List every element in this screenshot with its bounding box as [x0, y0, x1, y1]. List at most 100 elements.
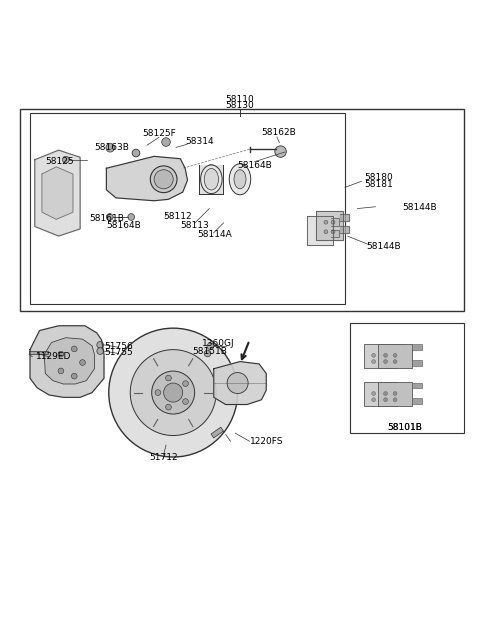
Circle shape	[72, 346, 77, 352]
Text: 58144B: 58144B	[402, 203, 437, 212]
Circle shape	[155, 390, 161, 395]
Text: 58164B: 58164B	[107, 221, 141, 230]
Text: 51756: 51756	[104, 342, 133, 351]
Circle shape	[393, 398, 397, 402]
Ellipse shape	[204, 169, 218, 190]
Circle shape	[62, 157, 69, 163]
Circle shape	[324, 220, 328, 224]
Ellipse shape	[201, 165, 222, 194]
Circle shape	[331, 220, 335, 224]
Bar	[29, 351, 48, 354]
Polygon shape	[331, 230, 339, 238]
Text: 58101B: 58101B	[387, 423, 422, 432]
Circle shape	[331, 230, 335, 234]
Polygon shape	[214, 361, 266, 404]
Bar	[395, 344, 406, 350]
Circle shape	[372, 398, 375, 402]
Text: 51712: 51712	[149, 453, 178, 462]
Bar	[378, 382, 412, 406]
Text: 58180: 58180	[364, 173, 393, 182]
Polygon shape	[44, 338, 95, 384]
Circle shape	[384, 392, 387, 395]
Bar	[211, 427, 224, 438]
Circle shape	[150, 166, 177, 193]
Circle shape	[128, 214, 134, 220]
Circle shape	[72, 373, 77, 379]
Text: 58144B: 58144B	[366, 241, 401, 250]
Bar	[364, 382, 397, 406]
Text: 58112: 58112	[164, 213, 192, 221]
Text: 58125: 58125	[46, 157, 74, 166]
Ellipse shape	[201, 165, 222, 194]
Bar	[412, 360, 422, 366]
Circle shape	[381, 398, 385, 402]
Text: 58110: 58110	[226, 94, 254, 103]
Bar	[412, 398, 422, 404]
Text: 58161B: 58161B	[90, 214, 124, 223]
Circle shape	[372, 392, 375, 395]
Circle shape	[166, 404, 171, 410]
Circle shape	[372, 360, 375, 363]
Circle shape	[183, 399, 189, 404]
Text: 58151B: 58151B	[192, 347, 227, 356]
Circle shape	[106, 143, 115, 152]
Polygon shape	[307, 216, 333, 245]
Text: 1220FS: 1220FS	[250, 437, 283, 446]
Polygon shape	[340, 214, 349, 221]
Polygon shape	[340, 225, 349, 232]
Text: 58163B: 58163B	[95, 143, 129, 152]
Circle shape	[164, 383, 183, 402]
Circle shape	[207, 343, 214, 350]
Circle shape	[372, 354, 375, 357]
Text: 51755: 51755	[104, 348, 133, 357]
Text: 58113: 58113	[180, 221, 209, 230]
Polygon shape	[331, 218, 339, 225]
Bar	[199, 165, 223, 194]
Circle shape	[80, 360, 85, 365]
Circle shape	[107, 214, 113, 220]
Circle shape	[183, 381, 189, 386]
Circle shape	[58, 351, 64, 357]
Text: 58162B: 58162B	[262, 128, 296, 137]
Text: 58101B: 58101B	[387, 423, 422, 432]
Bar	[21, 108, 464, 311]
Circle shape	[97, 348, 104, 354]
Bar	[395, 383, 406, 388]
Polygon shape	[30, 325, 104, 397]
Circle shape	[130, 350, 216, 435]
Circle shape	[275, 146, 286, 157]
Circle shape	[154, 169, 173, 189]
Circle shape	[384, 354, 387, 357]
Circle shape	[58, 368, 64, 374]
Polygon shape	[42, 167, 73, 220]
Polygon shape	[107, 157, 188, 201]
Bar	[412, 383, 422, 388]
Circle shape	[384, 398, 387, 402]
Ellipse shape	[229, 164, 251, 195]
Circle shape	[381, 360, 385, 363]
Bar	[412, 344, 422, 350]
Circle shape	[162, 138, 170, 146]
Text: 58314: 58314	[185, 137, 214, 146]
Polygon shape	[316, 211, 343, 240]
Circle shape	[393, 354, 397, 357]
Circle shape	[227, 372, 248, 394]
Circle shape	[381, 392, 385, 395]
Text: 58125F: 58125F	[142, 130, 176, 139]
Text: 58181: 58181	[364, 180, 393, 189]
Circle shape	[204, 350, 211, 357]
Bar	[378, 344, 412, 368]
Polygon shape	[35, 150, 80, 236]
Circle shape	[166, 375, 171, 381]
Circle shape	[384, 360, 387, 363]
Circle shape	[109, 328, 238, 457]
Circle shape	[97, 342, 104, 348]
Bar	[395, 360, 406, 366]
Circle shape	[152, 371, 195, 414]
Circle shape	[393, 392, 397, 395]
Bar	[395, 398, 406, 404]
Bar	[364, 344, 397, 368]
Circle shape	[324, 230, 328, 234]
Circle shape	[393, 360, 397, 363]
Text: 58114A: 58114A	[197, 230, 232, 239]
